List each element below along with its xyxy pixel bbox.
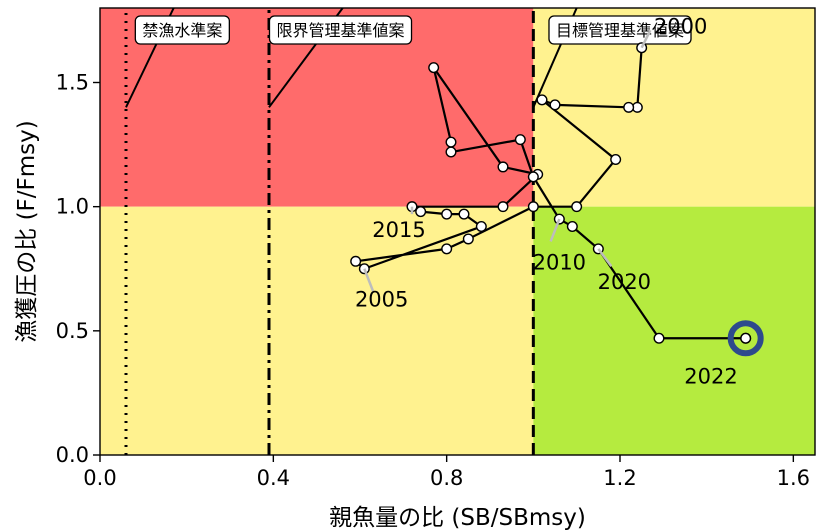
year-leader-2	[549, 218, 561, 242]
data-point-21	[445, 136, 457, 148]
reference-lines: 禁漁水準案 限界管理基準値案 目標管理基準値案	[124, 8, 692, 455]
y-tick-label-0: 0.0	[56, 443, 89, 467]
ref-label-2: 目標管理基準値案	[548, 15, 692, 45]
x-tick-label-3: 1.2	[603, 466, 636, 490]
data-point-10	[350, 255, 362, 267]
data-point-8	[462, 233, 474, 245]
data-point-9	[441, 243, 453, 255]
year-label-2000: 2000	[654, 14, 707, 38]
ref-label-box-1	[268, 15, 413, 45]
latest-point-highlight	[727, 320, 764, 357]
zone-3	[533, 206, 815, 455]
data-point-26	[566, 221, 578, 233]
data-point-2	[623, 101, 635, 113]
year-leader-4	[597, 248, 613, 268]
data-point-24	[527, 171, 539, 183]
data-point-3	[549, 99, 561, 111]
data-point-28	[653, 332, 665, 344]
data-point-12	[475, 221, 487, 233]
year-leader-1	[363, 268, 375, 292]
ref-label-1: 限界管理基準値案	[268, 15, 413, 45]
data-point-15	[415, 206, 427, 218]
x-tick-label-1: 0.4	[257, 466, 290, 490]
data-point-13	[458, 208, 470, 220]
x-tick-label-4: 1.6	[777, 466, 810, 490]
year-label-2020: 2020	[598, 270, 651, 294]
data-point-22	[445, 146, 457, 158]
y-tick-label-3: 1.5	[56, 71, 89, 95]
year-leader-0	[640, 29, 652, 49]
ref-label-text-2: 目標管理基準値案	[556, 21, 684, 40]
y-tick-label-1: 0.5	[56, 319, 89, 343]
x-tick-label-2: 0.8	[430, 466, 463, 490]
y-axis-title: 漁獲圧の比 (F/Fmsy)	[14, 120, 40, 342]
data-series	[350, 42, 764, 357]
axes: 0.0 0.4 0.8 1.2 1.6 0.0 0.5 1.0 1.5	[56, 7, 816, 490]
data-point-19	[497, 161, 509, 173]
year-label-2010: 2010	[533, 250, 586, 274]
x-tick-label-0: 0.0	[83, 466, 116, 490]
y-tick-label-2: 1.0	[56, 195, 89, 219]
plot-frame	[99, 7, 816, 456]
year-label-2022: 2022	[684, 365, 737, 389]
data-point-20	[428, 62, 440, 74]
data-point-17	[497, 201, 509, 213]
zone-2	[100, 206, 534, 455]
ref-label-0: 禁漁水準案	[134, 15, 230, 45]
year-label-2005: 2005	[355, 288, 408, 312]
data-point-6	[571, 201, 583, 213]
data-point-4	[536, 94, 548, 106]
series-line-0	[354, 47, 746, 340]
data-point-30	[740, 332, 752, 344]
ref-label-box-0	[134, 15, 230, 45]
data-point-5	[610, 153, 622, 165]
data-point-7	[527, 201, 539, 213]
ref-label-box-2	[548, 15, 692, 45]
year-label-2015: 2015	[372, 218, 425, 242]
data-point-23	[514, 134, 526, 146]
ref-label-text-1: 限界管理基準値案	[276, 21, 404, 40]
data-point-14	[441, 208, 453, 220]
ref-label-text-0: 禁漁水準案	[142, 21, 222, 40]
year-labels: 2000 2005 2010 2015 2020 2022	[355, 14, 738, 388]
x-axis-title: 親魚量の比 (SB/SBmsy)	[329, 505, 586, 531]
